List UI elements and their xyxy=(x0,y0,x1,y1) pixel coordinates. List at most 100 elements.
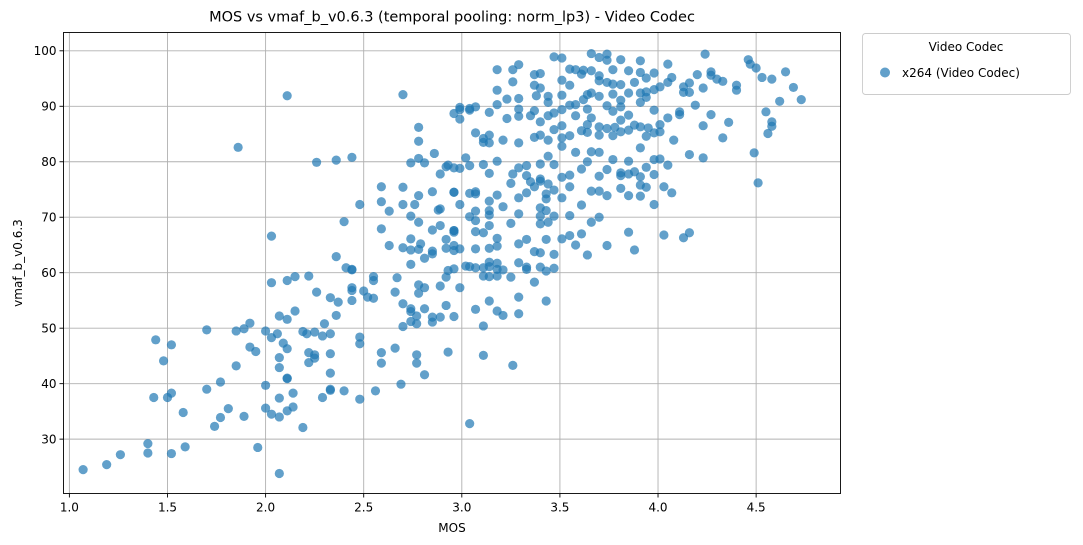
data-point xyxy=(149,392,159,403)
data-point xyxy=(535,83,545,93)
data-point xyxy=(239,324,249,334)
x-axis-label: MOS xyxy=(438,521,465,535)
data-point xyxy=(102,460,112,470)
data-point xyxy=(339,386,349,396)
data-point xyxy=(757,72,767,83)
data-point xyxy=(535,159,545,169)
data-point xyxy=(398,299,408,309)
data-point xyxy=(557,53,567,63)
data-point xyxy=(492,241,502,251)
data-point xyxy=(541,296,551,306)
data-point xyxy=(370,386,381,396)
data-point xyxy=(753,178,763,188)
data-point xyxy=(724,117,734,127)
data-point xyxy=(616,171,626,181)
x-tick-label: 2.0 xyxy=(256,501,275,515)
data-point xyxy=(718,133,728,143)
data-point xyxy=(484,196,494,206)
data-point xyxy=(635,56,645,66)
data-point xyxy=(594,171,604,181)
data-point xyxy=(514,60,524,70)
data-point xyxy=(557,90,567,100)
data-point xyxy=(514,239,524,249)
data-point xyxy=(557,172,567,182)
data-point xyxy=(484,138,494,148)
data-point xyxy=(266,278,277,288)
data-point xyxy=(698,121,708,131)
data-point xyxy=(576,200,587,210)
data-point xyxy=(543,135,553,145)
data-point xyxy=(623,156,634,166)
data-point xyxy=(158,356,169,366)
data-point xyxy=(310,327,320,337)
data-point xyxy=(535,130,545,140)
data-point xyxy=(684,87,695,98)
data-point xyxy=(684,228,695,238)
legend-title: Video Codec xyxy=(929,40,1004,54)
data-point xyxy=(659,230,669,240)
data-point xyxy=(506,272,516,282)
data-point xyxy=(549,159,559,170)
data-point xyxy=(498,310,508,321)
data-point xyxy=(565,210,575,221)
data-point xyxy=(582,119,592,130)
data-point xyxy=(616,127,626,137)
data-point xyxy=(514,292,524,302)
data-point xyxy=(470,128,481,138)
data-point xyxy=(535,174,545,184)
y-tick-label: 50 xyxy=(41,321,56,335)
data-point xyxy=(419,158,430,168)
data-point xyxy=(659,182,669,192)
data-point xyxy=(641,87,651,97)
data-point xyxy=(325,385,335,395)
data-point xyxy=(368,293,379,303)
data-point xyxy=(484,205,494,216)
data-point xyxy=(698,83,708,93)
data-point xyxy=(414,136,424,146)
data-point xyxy=(355,199,365,210)
data-point xyxy=(390,287,400,297)
data-point xyxy=(274,311,284,321)
data-point xyxy=(549,124,559,135)
data-point xyxy=(282,314,292,324)
data-point xyxy=(667,188,677,198)
data-point xyxy=(582,157,592,167)
data-point xyxy=(690,100,700,110)
y-tick-label: 100 xyxy=(34,44,57,58)
data-point xyxy=(347,264,357,274)
data-point xyxy=(576,229,587,239)
data-point xyxy=(578,65,589,75)
data-point xyxy=(731,80,742,90)
data-point xyxy=(492,156,502,166)
data-point xyxy=(623,191,634,201)
data-point xyxy=(455,199,465,210)
data-point xyxy=(655,154,665,164)
data-point xyxy=(78,465,88,475)
data-point xyxy=(312,157,322,167)
data-point xyxy=(663,59,673,69)
data-point xyxy=(414,288,424,298)
data-point xyxy=(470,263,481,273)
data-point xyxy=(435,312,445,322)
data-point xyxy=(796,95,806,105)
x-tick-label: 1.5 xyxy=(158,501,177,515)
data-point xyxy=(470,189,481,199)
data-point xyxy=(166,340,177,350)
data-point xyxy=(414,191,424,201)
data-point xyxy=(274,352,284,363)
data-point xyxy=(529,182,540,192)
data-point xyxy=(384,206,394,216)
data-point xyxy=(635,143,645,153)
data-point xyxy=(767,117,777,127)
data-point xyxy=(492,85,502,95)
data-point xyxy=(484,243,494,253)
data-point xyxy=(166,448,177,459)
data-point xyxy=(616,80,626,90)
data-point xyxy=(706,110,716,120)
data-point xyxy=(514,309,524,319)
data-point xyxy=(310,353,320,363)
data-point xyxy=(317,331,328,341)
data-point xyxy=(616,115,626,125)
data-point xyxy=(368,271,379,282)
